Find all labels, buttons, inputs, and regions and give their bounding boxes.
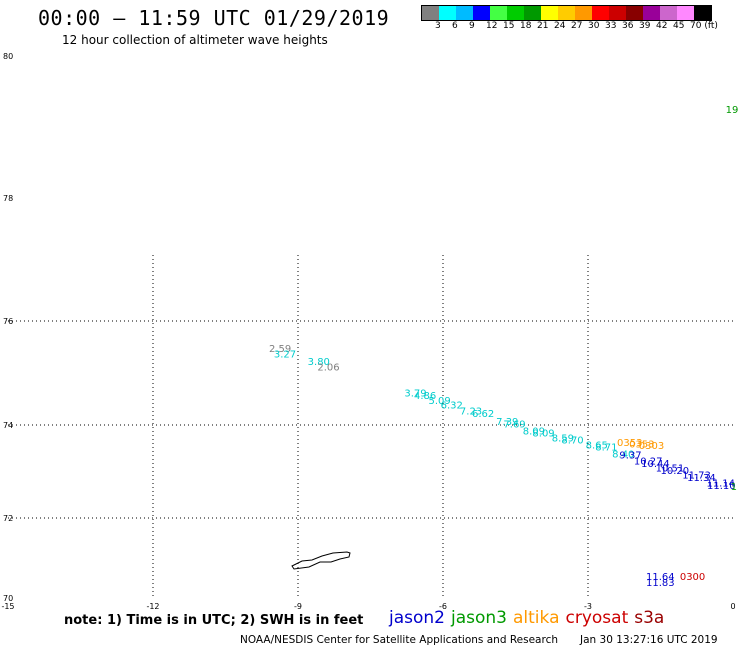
wave-height-label: 10.44: [641, 459, 670, 470]
wave-height-label: 11.10: [707, 481, 736, 492]
wave-height-label: 19: [726, 105, 739, 116]
legend-label: 3: [435, 21, 441, 31]
satellite-legend: jason2 jason3 altika cryosat s3a: [389, 608, 670, 628]
legend-label: 45: [673, 21, 685, 31]
legend-swatch: [524, 6, 541, 20]
axis-ticks: -15 -12 -9 -6 -3 0 80 78 76 74 72 70: [1, 52, 735, 611]
wave-height-label: 7.69: [503, 419, 525, 430]
legend-swatch: [592, 6, 609, 20]
satellite-cryosat: cryosat: [565, 608, 629, 628]
satellite-altika: altika: [513, 608, 560, 628]
footer-note: note: 1) Time is in UTC; 2) SWH is in fe…: [64, 613, 364, 628]
wave-height-label: 8.65: [586, 440, 608, 451]
legend-label: 27: [571, 21, 583, 31]
wave-height-label: 2.06: [317, 362, 339, 373]
x-tick-label: 0: [730, 602, 735, 611]
legend-label: 36: [622, 21, 634, 31]
wave-height-label: 0300: [680, 572, 705, 583]
legend-label: 12: [486, 21, 498, 31]
legend-swatch: [473, 6, 490, 20]
legend-swatch: [439, 6, 456, 20]
legend-swatch: [507, 6, 524, 20]
graticule: [8, 255, 733, 598]
legend-swatch: [694, 6, 711, 20]
wave-height-label: 3.79: [404, 388, 426, 399]
wave-height-label: 8.09: [532, 429, 554, 440]
wave-height-label: 8.09: [523, 426, 545, 437]
legend-swatch: [626, 6, 643, 20]
wave-height-label: 8.70: [561, 436, 583, 447]
wave-height-label: 11.64: [646, 572, 675, 583]
y-tick-label: 76: [3, 317, 13, 326]
legend-swatch: [490, 6, 507, 20]
y-tick-label: 70: [3, 594, 13, 603]
legend-label: 42: [656, 21, 668, 31]
y-tick-label: 74: [3, 421, 13, 430]
y-tick-label: 78: [3, 194, 13, 203]
wave-height-label: 6.32: [441, 400, 463, 411]
legend-label: 70 (ft): [690, 21, 718, 31]
x-tick-label: -3: [584, 602, 592, 611]
legend-swatch: [541, 6, 558, 20]
x-tick-label: -9: [294, 602, 302, 611]
map-subtitle: 12 hour collection of altimeter wave hei…: [62, 33, 328, 47]
wave-height-label: 0353: [617, 438, 642, 449]
legend-swatch: [558, 6, 575, 20]
satellite-jason2: jason2: [389, 608, 445, 628]
wave-height-label: 6.62: [472, 409, 494, 420]
wave-height-label: 11.83: [646, 578, 675, 589]
wave-height-label: 11.14: [706, 478, 735, 489]
legend-swatch: [575, 6, 592, 20]
wave-height-label: 2.59: [269, 344, 291, 355]
legend-swatch: [609, 6, 626, 20]
wave-height-label: 11.34: [687, 473, 716, 484]
wave-height-label: 8.40: [612, 450, 634, 461]
legend-label: 15: [503, 21, 515, 31]
satellite-s3a: s3a: [634, 608, 665, 628]
legend-swatch: [660, 6, 677, 20]
credit-text: NOAA/NESDIS Center for Satellite Applica…: [240, 634, 558, 646]
x-tick-label: -15: [1, 602, 14, 611]
wave-height-label: 4.86: [414, 391, 436, 402]
y-tick-label: 72: [3, 514, 13, 523]
coastline-outline: [291, 551, 351, 570]
wave-height-label: 10.20: [661, 466, 690, 477]
wave-height-points: 2.593.27 3.802.06 3.794.865.096.327.236.62…: [269, 105, 738, 589]
wave-height-label: 7.39: [496, 417, 518, 428]
wave-height-label: 0353: [629, 439, 654, 450]
color-legend-bar: [421, 5, 712, 21]
y-tick-label: 80: [3, 52, 13, 61]
wave-height-label: 10.27: [634, 457, 663, 468]
legend-label: 24: [554, 21, 566, 31]
map-title: 00:00 – 11:59 UTC 01/29/2019: [38, 6, 390, 30]
satellite-jason3: jason3: [451, 608, 507, 628]
wave-height-label: 11.73: [682, 470, 711, 481]
wave-height-label: 9.37: [619, 450, 641, 461]
wave-height-label: 3.27: [274, 349, 296, 360]
generated-timestamp: Jan 30 13:27:16 UTC 2019: [580, 634, 718, 646]
wave-height-label: 3.80: [308, 357, 330, 368]
color-legend-labels: 3 6 9 12 15 18 21 24 27 30 33 36 39 42 45 70 (ft): [421, 21, 740, 33]
wave-height-label: 7.23: [460, 407, 482, 418]
legend-label: 21: [537, 21, 549, 31]
legend-swatch: [677, 6, 694, 20]
wave-height-label: 8.71: [595, 443, 617, 454]
x-tick-label: -6: [439, 602, 447, 611]
legend-swatch: [643, 6, 660, 20]
legend-label: 6: [452, 21, 458, 31]
legend-swatch: [456, 6, 473, 20]
wave-height-label: 0303: [639, 441, 664, 452]
wave-height-label: 5.09: [429, 396, 451, 407]
legend-label: 30: [588, 21, 600, 31]
legend-label: 39: [639, 21, 651, 31]
wave-height-label: 1: [731, 482, 737, 493]
wave-height-label: 10.51: [656, 464, 685, 475]
legend-swatch: [422, 6, 439, 20]
legend-label: 33: [605, 21, 617, 31]
x-tick-label: -12: [146, 602, 159, 611]
legend-label: 9: [469, 21, 475, 31]
legend-label: 18: [520, 21, 532, 31]
wave-height-label: 8.59: [552, 433, 574, 444]
